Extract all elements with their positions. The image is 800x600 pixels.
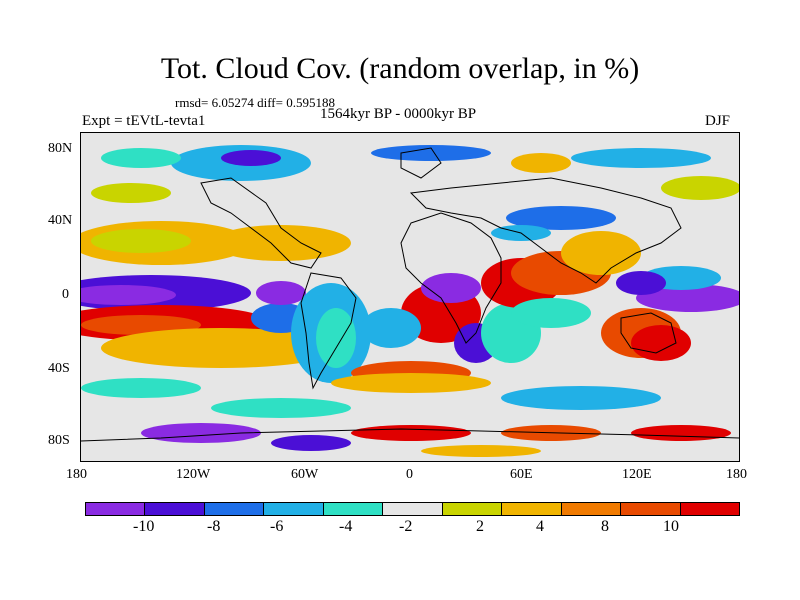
lat-tick: 80N bbox=[48, 141, 73, 156]
anomaly-field bbox=[81, 145, 739, 457]
lon-tick: 0 bbox=[406, 467, 413, 482]
colorbar-segment bbox=[323, 503, 384, 515]
lon-tick: 180 bbox=[66, 467, 87, 482]
coastlines bbox=[81, 147, 739, 442]
stats-text: rmsd= 6.05274 diff= 0.595188 bbox=[175, 95, 335, 110]
lat-tick: 80S bbox=[48, 433, 70, 448]
colorbar-segment bbox=[621, 503, 681, 515]
colorbar-label: 10 bbox=[663, 518, 679, 535]
colorbar-segment bbox=[442, 503, 503, 515]
colorbar-label: -4 bbox=[339, 518, 353, 535]
colorbar-segment bbox=[502, 503, 562, 515]
lat-tick: 40N bbox=[48, 213, 73, 228]
lon-tick: 60W bbox=[291, 467, 319, 482]
colorbar-label: -10 bbox=[133, 518, 155, 535]
colorbar-segment bbox=[204, 503, 265, 515]
colorbar-label: 4 bbox=[536, 518, 544, 535]
lon-tick: 120W bbox=[176, 467, 211, 482]
colorbar-label: 2 bbox=[476, 518, 484, 535]
colorbar-segment bbox=[561, 503, 622, 515]
colorbar-segment bbox=[145, 503, 205, 515]
colorbar-label: -2 bbox=[399, 518, 413, 535]
colorbar-label: 8 bbox=[601, 518, 609, 535]
colorbar bbox=[85, 502, 740, 516]
lat-tick: 40S bbox=[48, 361, 70, 376]
cloud-cover-map bbox=[81, 145, 739, 457]
map-panel bbox=[80, 132, 740, 462]
lon-tick: 60E bbox=[510, 467, 533, 482]
colorbar-label: -6 bbox=[270, 518, 284, 535]
period-label: 1564kyr BP - 0000kyr BP bbox=[320, 106, 477, 122]
lat-tick: 0 bbox=[62, 287, 69, 302]
colorbar-segment bbox=[264, 503, 324, 515]
colorbar-segment bbox=[383, 503, 443, 515]
lon-tick: 120E bbox=[622, 467, 652, 482]
chart-title: Tot. Cloud Cov. (random overlap, in %) bbox=[160, 52, 640, 85]
colorbar-segment bbox=[86, 503, 146, 515]
colorbar-label: -8 bbox=[207, 518, 221, 535]
experiment-label: Expt = tEVtL-tevta1 bbox=[82, 113, 206, 129]
lon-tick: 180 bbox=[726, 467, 747, 482]
season-label: DJF bbox=[705, 113, 731, 129]
colorbar-segment bbox=[680, 503, 739, 515]
